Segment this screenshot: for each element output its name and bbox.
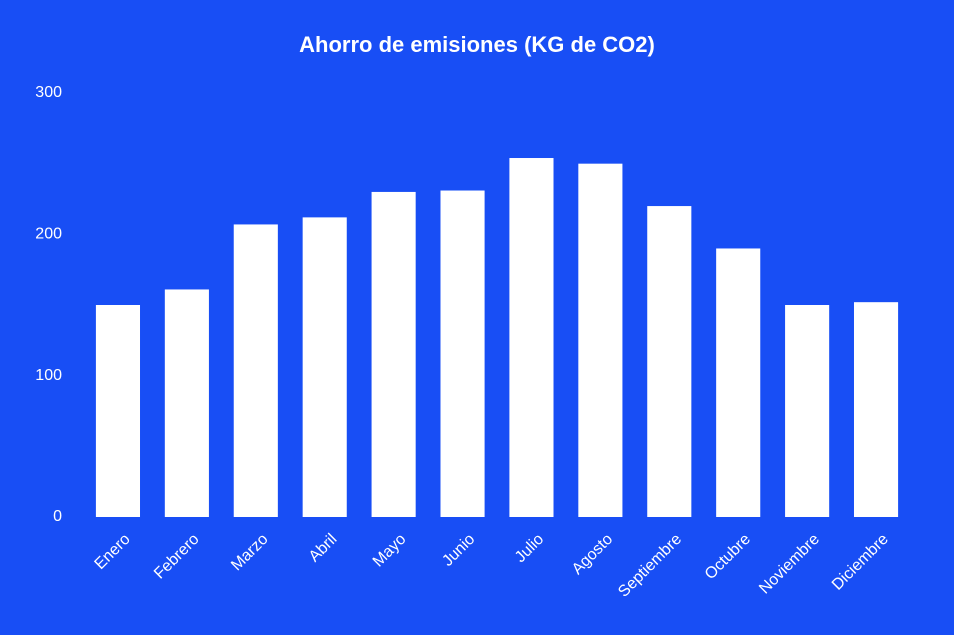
bar [371, 191, 416, 517]
bar [785, 305, 830, 517]
bar [302, 217, 347, 517]
y-tick-label: 0 [53, 508, 62, 525]
y-tick-label: 300 [35, 84, 62, 101]
bar [440, 190, 485, 517]
bar [716, 248, 761, 517]
bar [233, 224, 278, 517]
bar [647, 206, 692, 518]
y-tick-label: 200 [35, 226, 62, 243]
bar [509, 158, 554, 517]
bar [578, 163, 623, 517]
chart-title: Ahorro de emisiones (KG de CO2) [299, 32, 655, 57]
bar [853, 302, 899, 517]
bar [164, 289, 209, 517]
bar [95, 305, 141, 517]
y-tick-label: 100 [35, 367, 62, 384]
